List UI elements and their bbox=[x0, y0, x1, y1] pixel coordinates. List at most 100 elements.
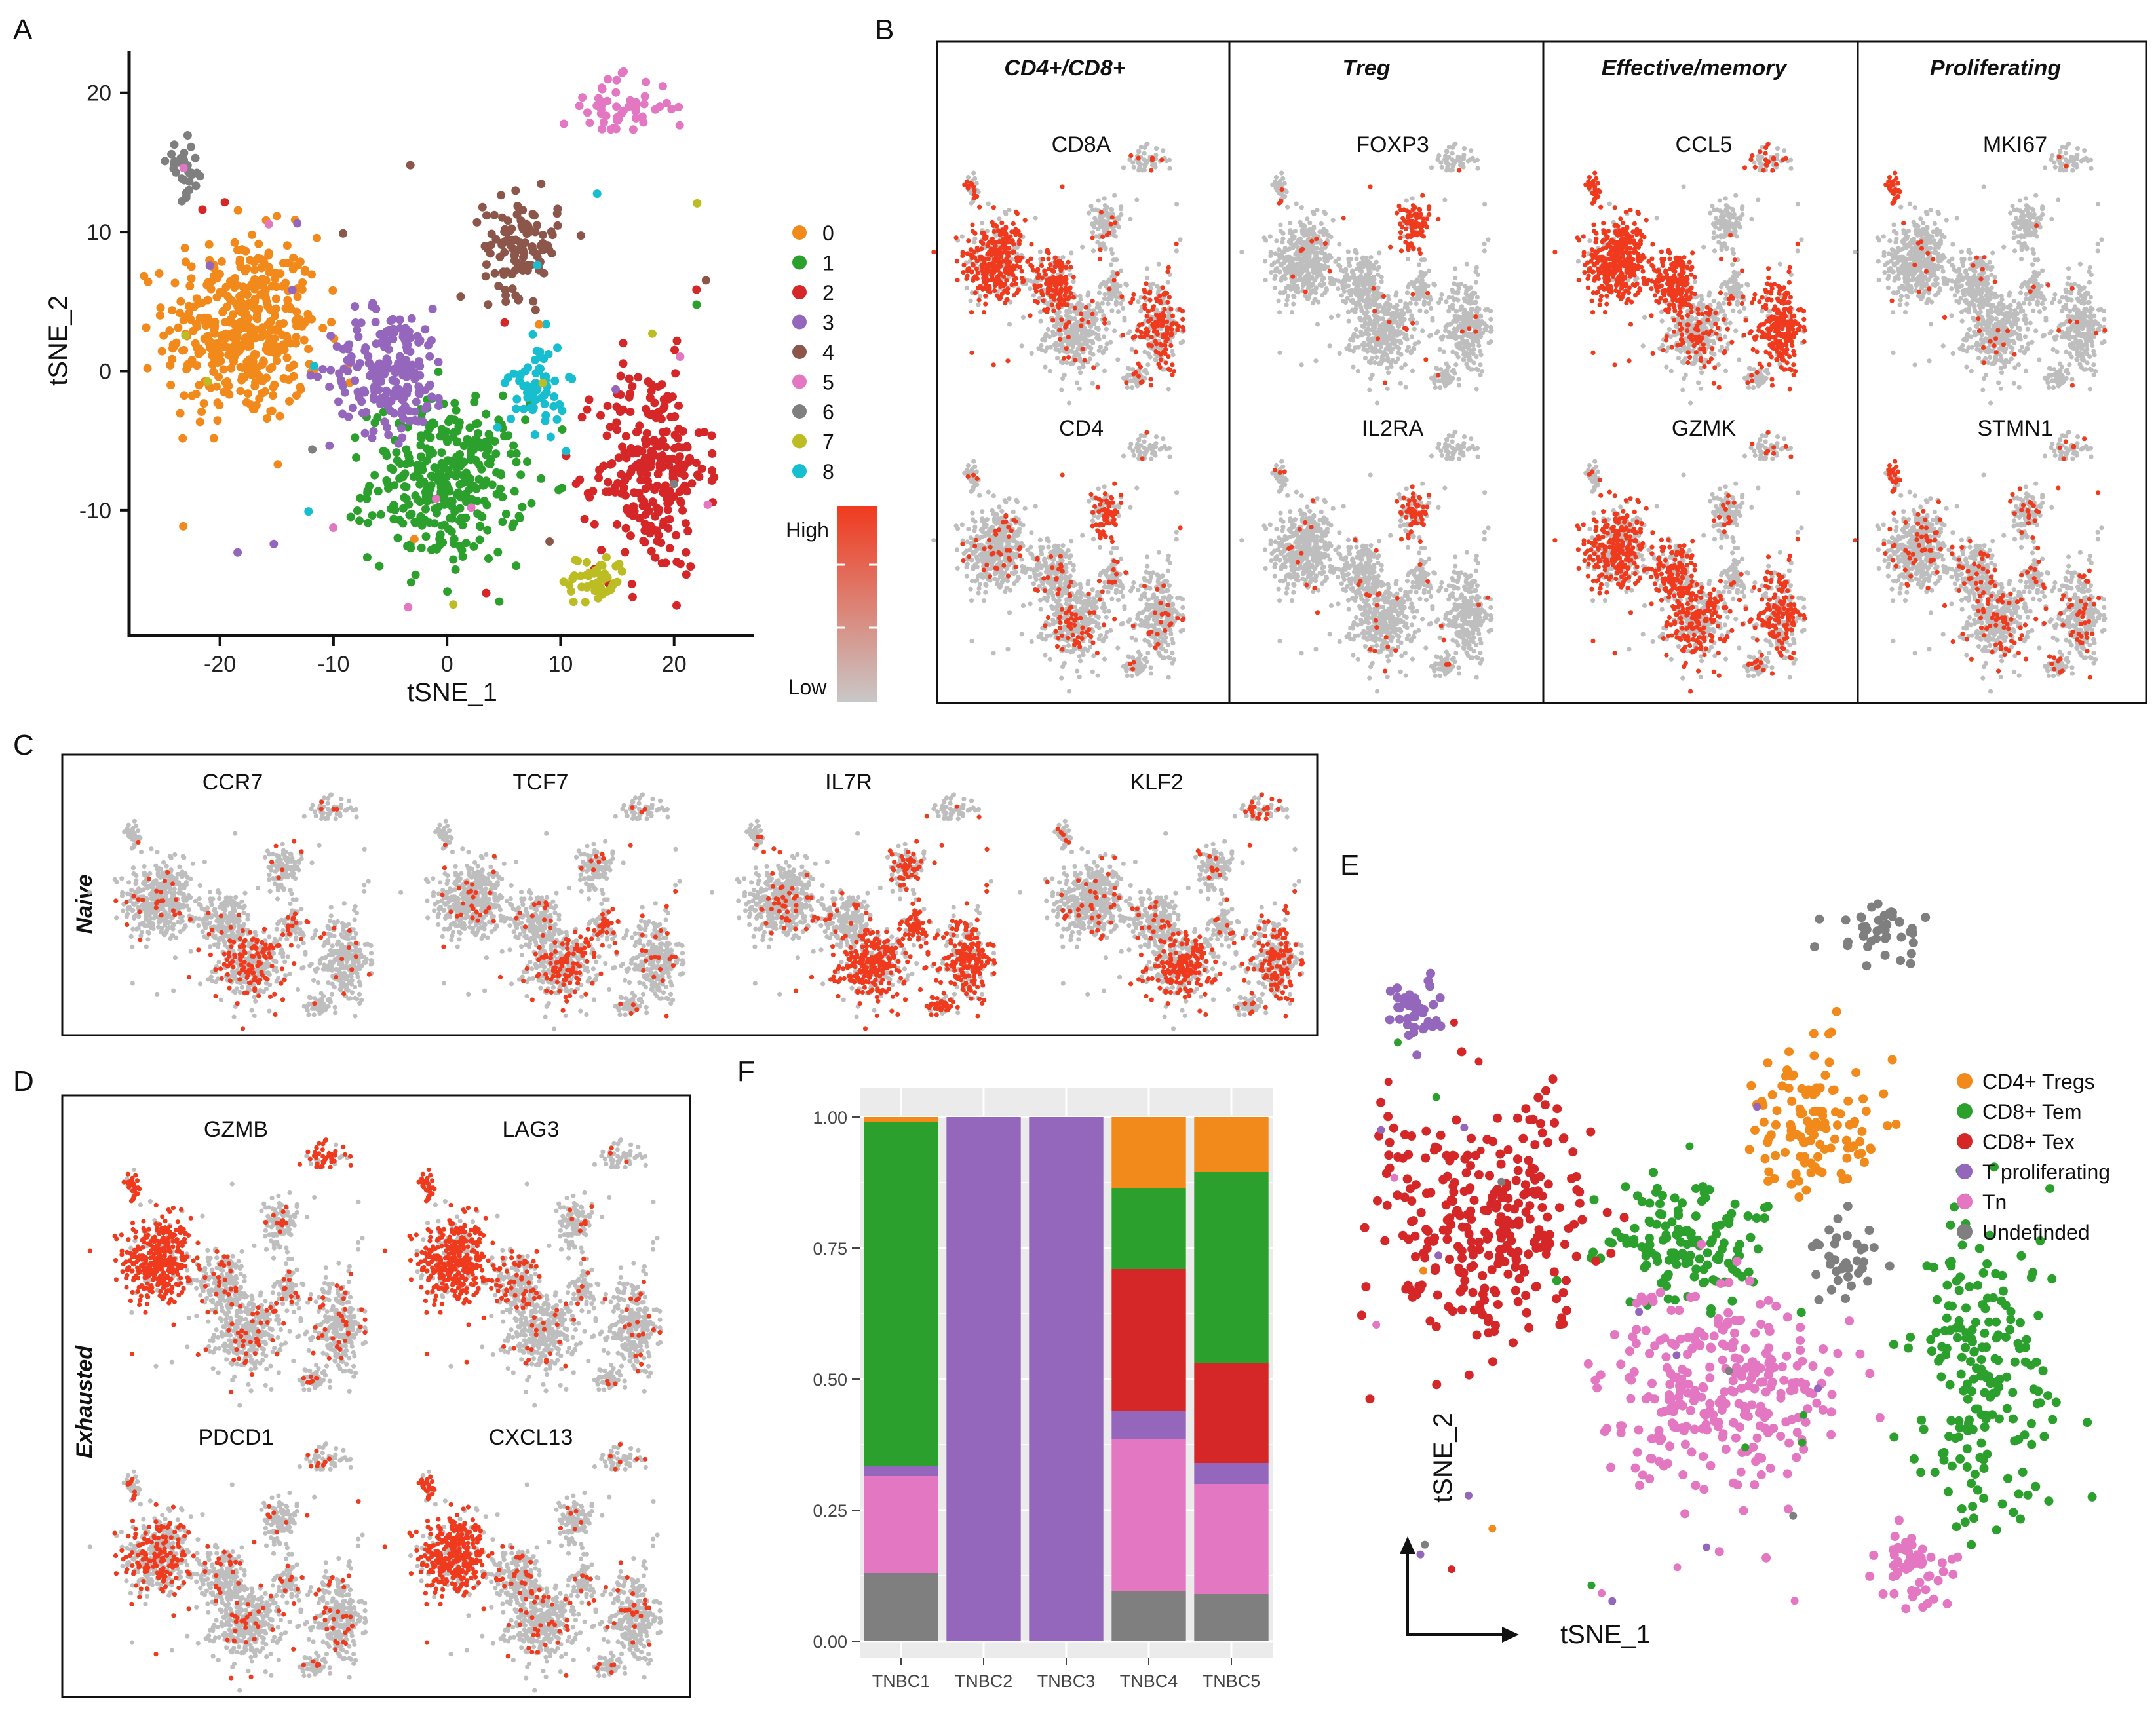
cluster-point bbox=[437, 448, 446, 457]
cluster-point bbox=[325, 383, 334, 391]
cluster-point bbox=[180, 391, 189, 400]
cluster-point bbox=[399, 394, 408, 403]
category-proliferating: Proliferating bbox=[1930, 56, 2061, 81]
cluster-point bbox=[284, 259, 293, 267]
cluster-point bbox=[218, 308, 227, 316]
cluster-point bbox=[205, 240, 214, 249]
cluster-point bbox=[687, 479, 696, 487]
x-tick-label: -10 bbox=[317, 652, 349, 677]
cluster-point bbox=[646, 529, 655, 537]
cluster-point bbox=[653, 537, 661, 546]
cluster-point bbox=[612, 76, 621, 85]
cluster-point bbox=[238, 245, 246, 254]
cluster-point bbox=[654, 383, 663, 391]
cluster-point bbox=[672, 601, 681, 610]
cluster-point bbox=[326, 366, 335, 375]
cluster-point bbox=[269, 540, 278, 548]
cluster-point bbox=[389, 335, 397, 343]
cluster-point bbox=[242, 364, 251, 373]
cluster-point bbox=[159, 332, 168, 340]
cluster-point bbox=[144, 278, 153, 286]
cluster-point bbox=[647, 447, 656, 455]
cluster-point bbox=[602, 572, 611, 580]
cluster-point bbox=[415, 357, 423, 366]
cluster-point bbox=[349, 404, 357, 412]
cluster-point bbox=[618, 442, 626, 451]
cluster-point bbox=[575, 102, 584, 110]
cluster-point bbox=[655, 442, 663, 451]
cluster-point bbox=[460, 458, 469, 466]
cluster-point bbox=[410, 472, 418, 481]
cluster-point bbox=[180, 156, 188, 164]
cluster-point bbox=[375, 562, 383, 571]
cluster-point bbox=[363, 553, 372, 561]
legend-swatch bbox=[792, 345, 807, 359]
cluster-point bbox=[262, 345, 271, 354]
cluster-point bbox=[423, 402, 431, 410]
colorbar-low-label: Low bbox=[788, 675, 828, 699]
cluster-point bbox=[422, 532, 431, 541]
cluster-point bbox=[644, 377, 653, 386]
cluster-point bbox=[630, 488, 638, 497]
cluster-point bbox=[182, 257, 190, 266]
cluster-point bbox=[482, 589, 491, 598]
cluster-point bbox=[680, 471, 689, 480]
cluster-point bbox=[375, 330, 384, 339]
cluster-point bbox=[672, 531, 680, 539]
cluster-point bbox=[325, 442, 334, 450]
cluster-point bbox=[187, 143, 195, 151]
cluster-point bbox=[265, 220, 273, 229]
cluster-point bbox=[682, 519, 690, 527]
cluster-point bbox=[578, 413, 587, 421]
cluster-point bbox=[371, 419, 379, 427]
cluster-point bbox=[181, 332, 189, 340]
cluster-point bbox=[602, 553, 611, 561]
cluster-point bbox=[664, 395, 673, 404]
cluster-point bbox=[679, 427, 687, 436]
cluster-point bbox=[283, 296, 292, 305]
cluster-point bbox=[593, 189, 602, 198]
cluster-point bbox=[562, 447, 570, 455]
cluster-point bbox=[427, 472, 436, 480]
cluster-point bbox=[529, 330, 537, 339]
cluster-point bbox=[404, 385, 412, 394]
cluster-point bbox=[625, 393, 634, 402]
cluster-point bbox=[231, 274, 239, 282]
cluster-point bbox=[594, 594, 602, 603]
cluster-point bbox=[658, 559, 666, 567]
cluster-point bbox=[684, 458, 693, 466]
cluster-point bbox=[702, 276, 710, 284]
cluster-point bbox=[482, 272, 490, 280]
cluster-point bbox=[484, 443, 493, 451]
cluster-point bbox=[406, 161, 415, 170]
cluster-point bbox=[511, 186, 520, 195]
cluster-point bbox=[404, 603, 412, 611]
x-tick-label: 0 bbox=[441, 652, 453, 677]
cluster-point bbox=[142, 323, 151, 332]
cluster-point bbox=[493, 548, 502, 556]
cluster-point bbox=[617, 372, 625, 381]
cluster-point bbox=[642, 440, 650, 449]
category-effective-memory: Effective/memory bbox=[1602, 56, 1788, 81]
cluster-point bbox=[208, 360, 217, 369]
cluster-point bbox=[383, 451, 391, 460]
cluster-point bbox=[387, 316, 395, 325]
expression-colorbar bbox=[837, 506, 877, 702]
cluster-point bbox=[415, 389, 423, 397]
cluster-point bbox=[623, 504, 631, 513]
cluster-point bbox=[497, 191, 505, 199]
cluster-point bbox=[232, 300, 241, 309]
cluster-point bbox=[496, 485, 505, 493]
cluster-point bbox=[471, 392, 480, 400]
cluster-point bbox=[450, 535, 459, 543]
cluster-point bbox=[310, 362, 318, 370]
cluster-point bbox=[390, 409, 398, 418]
cluster-point bbox=[384, 364, 393, 373]
panel-a-x-label: tSNE_1 bbox=[407, 678, 497, 707]
cluster-point bbox=[200, 399, 208, 408]
cluster-point bbox=[437, 476, 446, 485]
cluster-point bbox=[204, 278, 212, 287]
cluster-point bbox=[493, 423, 502, 432]
cluster-point bbox=[452, 565, 460, 574]
cluster-point bbox=[179, 522, 187, 531]
